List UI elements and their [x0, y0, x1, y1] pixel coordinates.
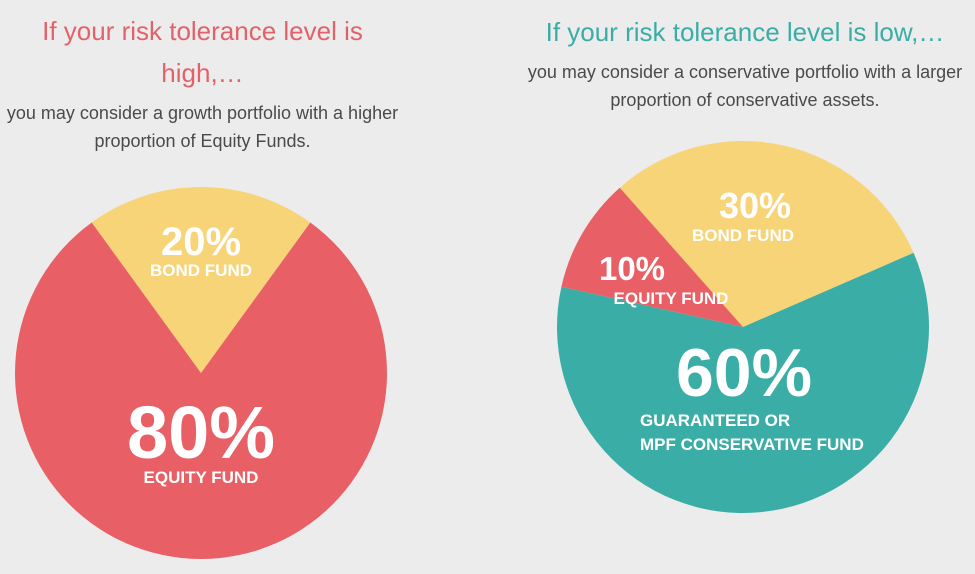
- high-risk-panel: If your risk tolerance level is high,… y…: [0, 0, 405, 574]
- slice-label-bond-fund: BOND FUND: [692, 226, 794, 245]
- high-risk-heading: If your risk tolerance level is high,…: [42, 16, 363, 88]
- conservative-portfolio-pie-chart: 30%BOND FUND 60%GUARANTEED OR MPF CONSERVA…: [557, 141, 929, 513]
- pie-slice-guaranteed-or-mpf-conservative-fund: [557, 252, 929, 513]
- low-risk-panel: If your risk tolerance level is low,… yo…: [525, 0, 965, 574]
- slice-label-guaranteed-or-mpf-conservative-fund-line-1: GUARANTEED OR: [640, 411, 790, 430]
- slice-percentage-equity-fund: 80%: [127, 391, 275, 474]
- slice-label-equity-fund: EQUITY FUND: [614, 289, 729, 308]
- slice-percentage-bond-fund: 20%: [161, 220, 241, 264]
- pie-slice-bond-fund: [91, 187, 311, 373]
- low-risk-description: you may consider a conservative portfoli…: [527, 62, 963, 110]
- pie-slice-equity-fund: [14, 222, 388, 560]
- pie-slice-bond-fund: [619, 141, 914, 327]
- slice-percentage-equity-fund: 10%: [599, 250, 665, 287]
- slice-percentage-bond-fund: 30%: [719, 185, 791, 226]
- slice-percentage-guaranteed-or-mpf-conservative-fund: 60%: [676, 335, 812, 411]
- growth-portfolio-pie-chart: 20%BOND FUND 80%EQUITY FUND: [14, 187, 388, 560]
- low-risk-heading: If your risk tolerance level is low,…: [545, 17, 945, 47]
- slice-label-equity-fund: EQUITY FUND: [144, 468, 259, 487]
- slice-label-bond-fund: BOND FUND: [150, 261, 252, 280]
- pie-slice-equity-fund: [561, 187, 743, 327]
- high-risk-description: you may consider a growth portfolio with…: [6, 103, 399, 151]
- slice-label-guaranteed-or-mpf-conservative-fund-line-2: MPF CONSERVATIVE FUND: [640, 435, 864, 454]
